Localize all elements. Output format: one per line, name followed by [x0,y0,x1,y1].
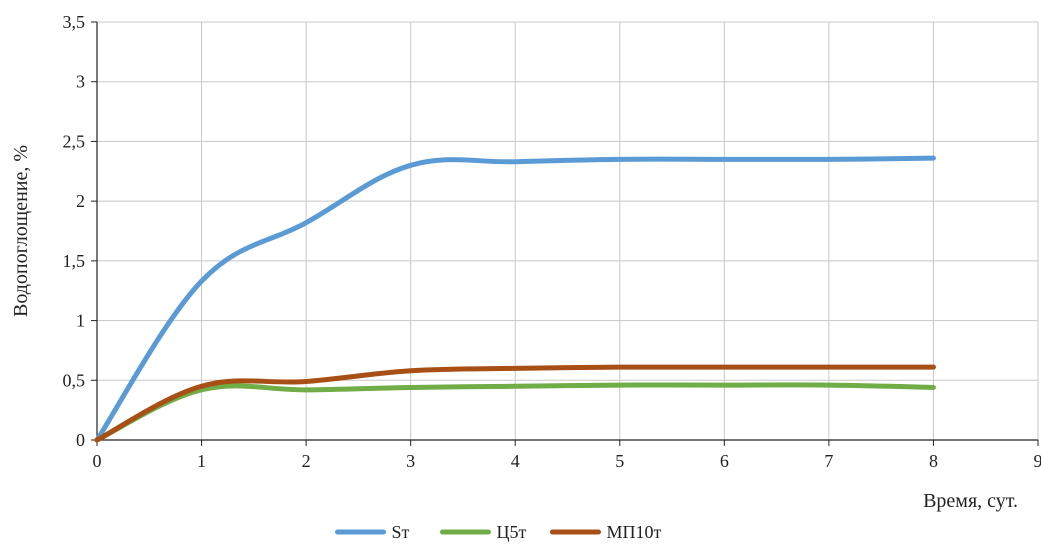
x-tick-label: 5 [615,451,624,471]
legend-label: МП10т [607,522,662,542]
legend-item: Sт [335,522,410,542]
x-axis-title: Время, сут. [923,490,1018,512]
y-tick-label: 3,5 [63,12,86,32]
series-line-1 [94,382,936,443]
legend-label: Ц5т [497,522,527,542]
y-axis-title: Водопоглощение, % [10,145,32,317]
y-tick-label: 3 [76,72,85,92]
axes [91,21,1039,446]
grid-lines [97,21,1039,440]
series-lines [94,155,936,443]
y-tick-label: 1,5 [63,251,86,271]
x-tick-label: 4 [511,451,520,471]
x-tick-label: 2 [302,451,311,471]
x-tick-label: 8 [929,451,938,471]
legend-label: Sт [392,522,410,542]
x-tick-label: 7 [824,451,833,471]
x-tick-label: 3 [406,451,415,471]
y-tick-label: 2,5 [63,131,86,151]
y-tick-label: 1 [76,311,85,331]
y-tick-label: 2 [76,191,85,211]
series-line-0 [94,155,936,443]
x-tick-label: 0 [93,451,102,471]
y-tick-label: 0,5 [63,370,86,390]
legend: Sт Ц5т МП10т [335,522,662,542]
y-tick-label: 0 [76,430,85,450]
x-tick-label: 9 [1034,451,1041,471]
x-tick-label: 6 [720,451,729,471]
tick-labels: 0 1 2 3 4 5 6 7 8 9 0 0,5 1 1,5 2 2,5 3 3,5 [63,12,1041,471]
legend-item: МП10т [550,522,662,542]
series-line-2 [94,364,936,443]
legend-item: Ц5т [440,522,527,542]
x-tick-label: 1 [197,451,206,471]
